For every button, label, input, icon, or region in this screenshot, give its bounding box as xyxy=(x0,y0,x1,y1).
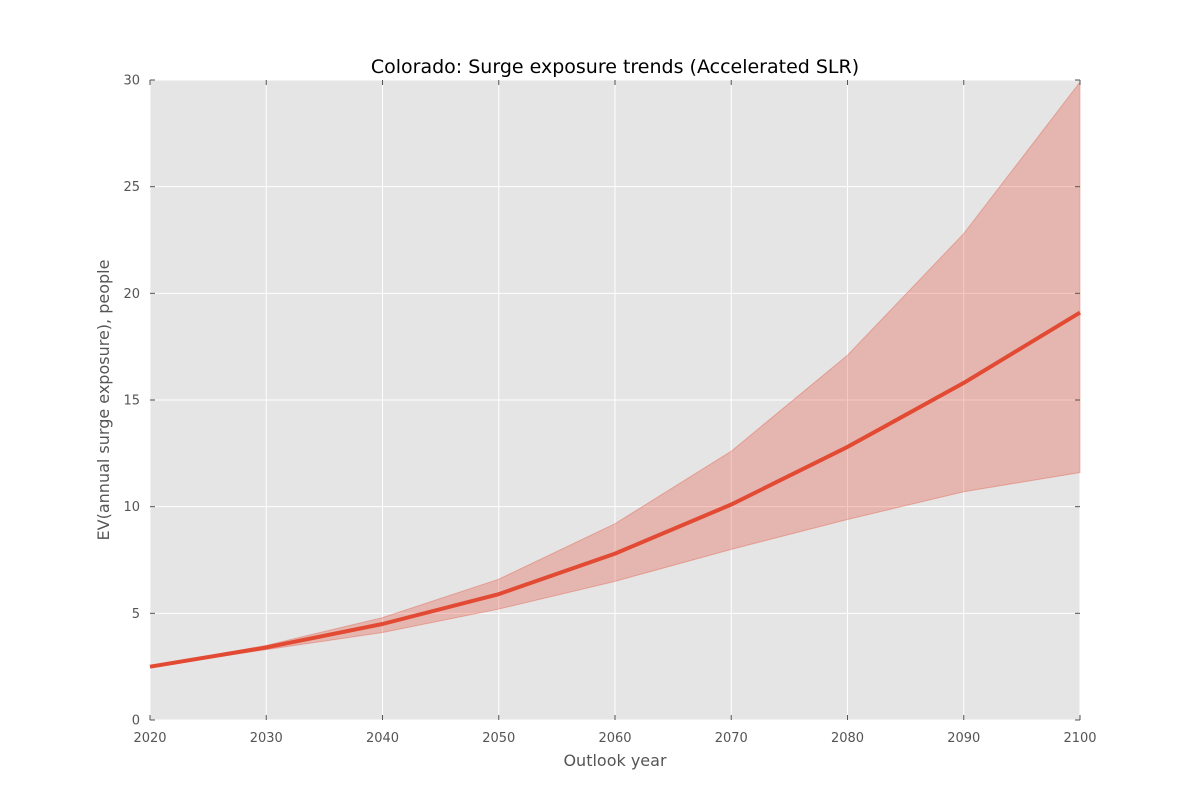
y-tick-label: 20 xyxy=(123,287,140,302)
series-line-layer xyxy=(149,310,1082,669)
x-tick-label: 2040 xyxy=(366,731,399,746)
y-tick-label: 0 xyxy=(132,714,140,729)
x-tick-label: 2050 xyxy=(482,731,515,746)
x-tick-label: 2030 xyxy=(250,731,283,746)
x-tick-label: 2090 xyxy=(947,731,980,746)
y-tick-label: 5 xyxy=(132,607,140,622)
y-tick-label: 15 xyxy=(123,394,140,409)
x-tick-label: 2100 xyxy=(1063,731,1096,746)
y-tick-label: 30 xyxy=(123,74,140,89)
axis-ticks xyxy=(149,79,1081,721)
x-tick-label: 2020 xyxy=(133,731,166,746)
tick-labels: 2020 2030 2040 2050 2060 2070 2080 2090 21000510… xyxy=(123,74,1096,747)
x-tick-label: 2060 xyxy=(598,731,631,746)
x-axis-label: Outlook year xyxy=(563,751,667,770)
y-axis-label: EV(annual surge exposure), people xyxy=(94,260,113,541)
confidence-band xyxy=(149,80,1081,668)
x-tick-label: 2080 xyxy=(831,731,864,746)
y-tick-label: 10 xyxy=(123,500,140,515)
series-line xyxy=(149,310,1082,669)
confidence-band-layer xyxy=(149,80,1081,668)
chart-title: Colorado: Surge exposure trends (Acceler… xyxy=(371,56,859,78)
x-tick-label: 2070 xyxy=(715,731,748,746)
y-tick-label: 25 xyxy=(123,180,140,195)
